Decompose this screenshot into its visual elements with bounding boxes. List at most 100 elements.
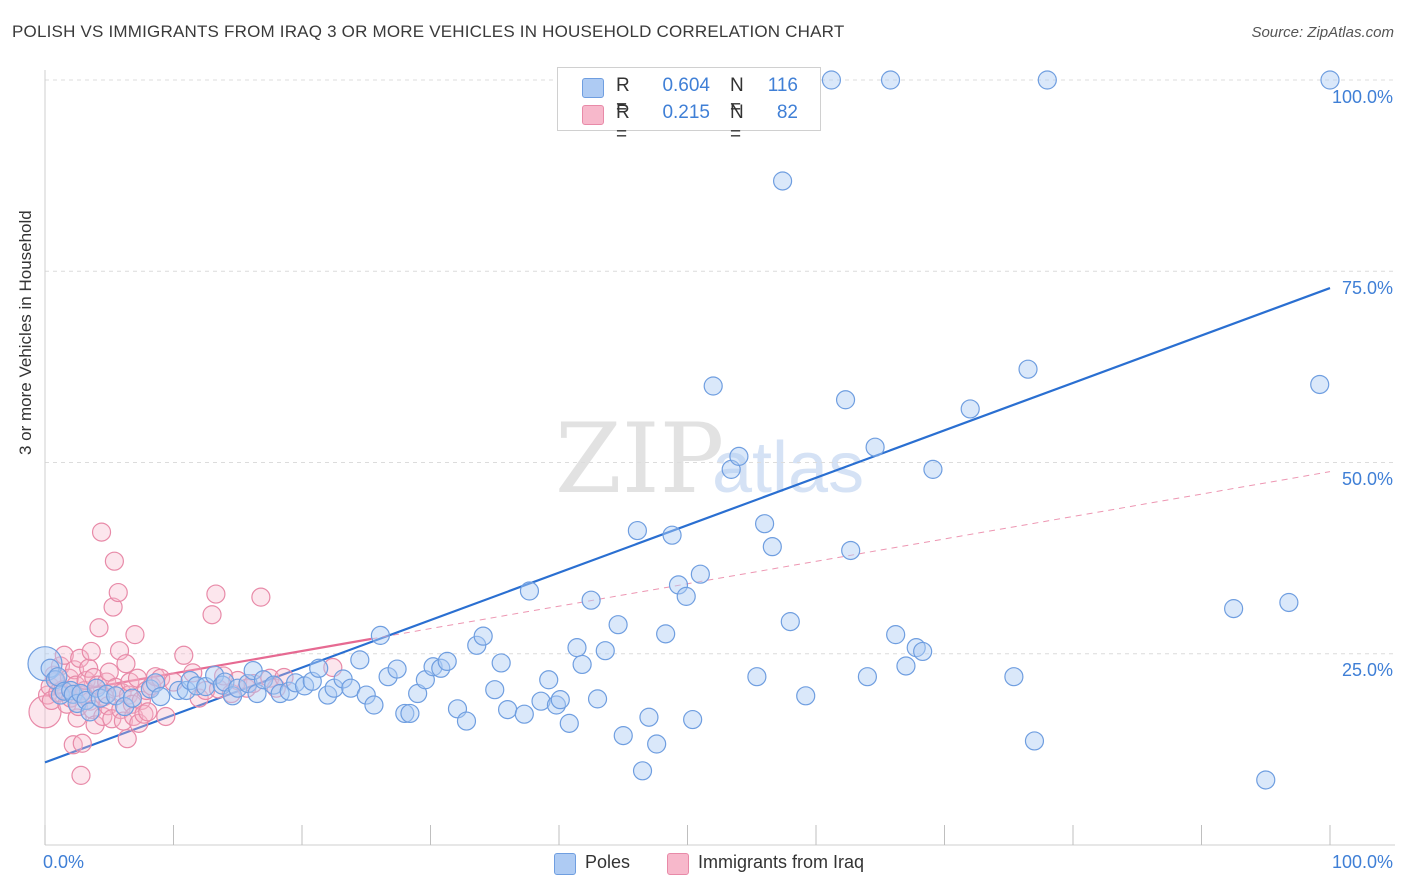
x-tick-label-0: 0.0%	[43, 852, 85, 872]
poles-point	[632, 761, 653, 781]
poles-point	[572, 654, 592, 675]
poles-point	[821, 70, 842, 90]
gridlines	[45, 79, 1395, 655]
poles-point	[613, 726, 633, 746]
poles-point	[370, 625, 390, 645]
poles-point	[1320, 70, 1340, 90]
poles-point	[1310, 374, 1330, 395]
iraq-swatch	[582, 105, 604, 125]
poles-point	[546, 695, 567, 715]
poles-point	[683, 709, 703, 730]
poles-point	[662, 525, 682, 545]
chart-title: POLISH VS IMMIGRANTS FROM IRAQ 3 OR MORE…	[12, 22, 845, 41]
iraq-point	[125, 625, 145, 645]
poles-point	[668, 575, 689, 595]
poles-point	[581, 590, 601, 610]
poles-point	[703, 376, 723, 396]
axes	[44, 70, 1395, 846]
iraq-point	[174, 645, 194, 665]
poles-point	[754, 514, 775, 534]
iraq-point	[72, 733, 92, 753]
iraq-point	[103, 597, 123, 617]
poles-point	[86, 678, 107, 698]
poles-point	[473, 626, 493, 646]
poles-point	[228, 678, 248, 698]
iraq-point	[117, 729, 137, 749]
iraq-point	[89, 618, 109, 638]
poles-point	[913, 641, 933, 662]
poles-point	[608, 615, 628, 635]
poles-point	[762, 537, 782, 557]
poles-point	[1018, 359, 1038, 379]
poles-point	[1024, 731, 1045, 751]
poles-point	[539, 670, 559, 690]
poles-point	[587, 689, 608, 709]
poles-point	[27, 646, 63, 682]
poles-point	[519, 581, 540, 601]
poles-point	[356, 685, 376, 705]
poles-point	[309, 658, 329, 678]
poles-r-value: 0.604	[662, 75, 710, 96]
poles-point	[387, 659, 407, 679]
poles-point	[1037, 70, 1057, 90]
iraq-point	[104, 551, 124, 571]
iraq-point	[156, 706, 176, 727]
iraq-trend-line-extension	[371, 471, 1331, 640]
legend-iraq-swatch	[667, 853, 689, 875]
poles-point	[835, 390, 856, 410]
stats-legend: R = 0.604 N = 116 R = 0.215 N = 82	[557, 67, 821, 145]
iraq-point	[28, 695, 62, 729]
iraq-point	[71, 765, 91, 785]
iraq-point	[116, 654, 136, 674]
poles-point	[491, 653, 511, 673]
iraq-n-value: 82	[776, 102, 798, 123]
iraq-point	[81, 641, 101, 662]
poles-point	[841, 540, 861, 561]
poles-point	[780, 612, 800, 632]
iraq-point	[54, 645, 74, 665]
poles-point	[647, 734, 667, 754]
iraq-point	[91, 522, 112, 542]
poles-point	[531, 691, 551, 711]
poles-point	[1224, 599, 1244, 619]
poles-point	[253, 670, 274, 690]
poles-swatch	[582, 78, 604, 98]
legend-poles-swatch	[554, 853, 576, 875]
watermark: ZIP atlas	[555, 403, 864, 515]
poles-point	[880, 70, 901, 90]
poles-point	[896, 656, 916, 676]
y-axis-label: 3 or more Vehicles in Household	[16, 210, 35, 455]
poles-point	[960, 399, 980, 419]
poles-point	[796, 686, 816, 706]
poles-point	[729, 446, 749, 466]
poles-point	[400, 703, 420, 724]
poles-point	[76, 690, 96, 711]
iraq-point	[79, 658, 99, 678]
poles-point	[1256, 770, 1276, 790]
poles-point	[176, 680, 196, 701]
data-points	[27, 70, 1340, 790]
poles-point	[772, 171, 793, 191]
poles-point	[437, 651, 457, 672]
legend-iraq-label: Immigrants from Iraq	[698, 852, 865, 872]
iraq-point	[138, 702, 158, 722]
poles-point	[857, 667, 878, 687]
poles-point	[639, 707, 659, 727]
x-tick-label-100: 100.0%	[1331, 852, 1393, 872]
poles-point	[350, 650, 370, 670]
poles-point	[498, 699, 518, 720]
poles-point	[364, 695, 384, 715]
poles-point	[676, 586, 696, 606]
iraq-point	[108, 582, 128, 603]
source-label: Source: ZipAtlas.com	[1251, 24, 1394, 41]
poles-point	[550, 690, 570, 710]
poles-point	[456, 711, 477, 731]
iraq-point	[206, 584, 226, 604]
n-label: N =	[730, 102, 744, 145]
poles-point	[567, 638, 587, 658]
r-label: R =	[616, 75, 630, 118]
poles-trend-line	[44, 287, 1331, 764]
poles-point	[485, 680, 505, 700]
poles-point	[627, 520, 647, 541]
